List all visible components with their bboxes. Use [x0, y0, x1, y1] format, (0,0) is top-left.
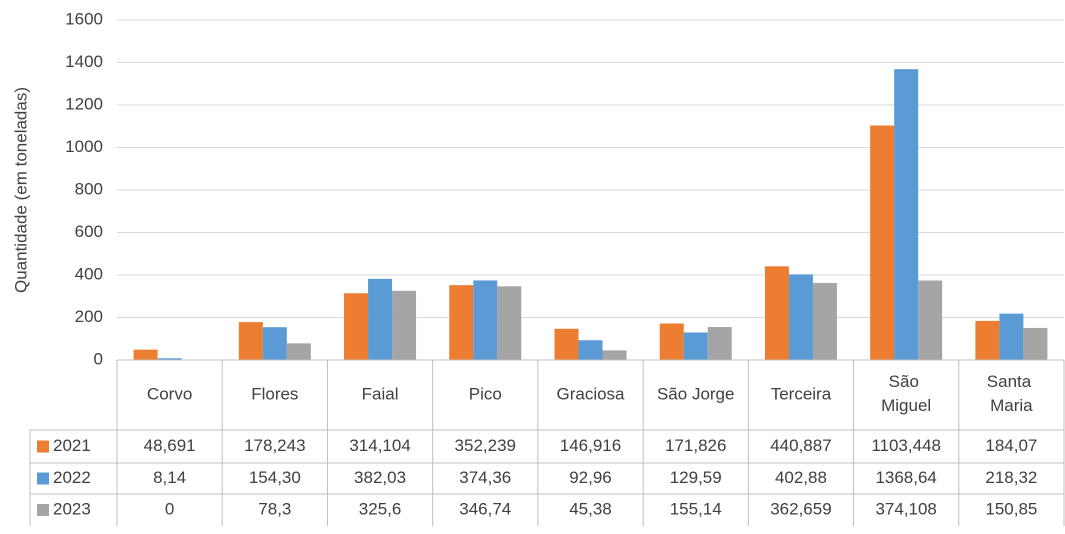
table-value: 218,32	[985, 468, 1037, 487]
table-value: 78,3	[258, 499, 291, 518]
bar	[449, 285, 474, 360]
table-value: 325,6	[359, 499, 402, 518]
bar	[497, 286, 522, 360]
bar	[392, 290, 417, 360]
legend-swatch	[37, 504, 49, 516]
y-tick-label: 1600	[65, 9, 103, 28]
table-value: 374,36	[459, 468, 511, 487]
table-value: 150,85	[985, 499, 1037, 518]
y-tick-label: 600	[75, 222, 103, 241]
bar	[368, 278, 393, 360]
bar	[707, 327, 732, 360]
table-value: 0	[165, 499, 174, 518]
table-value: 146,916	[560, 436, 621, 455]
bar	[812, 282, 837, 360]
legend-swatch	[37, 472, 49, 485]
table-value: 171,826	[665, 436, 726, 455]
bar	[157, 358, 182, 360]
table-value: 155,14	[670, 499, 722, 518]
bar	[788, 274, 813, 360]
bar	[764, 266, 789, 360]
table-value: 346,74	[459, 499, 511, 518]
table-value: 402,88	[775, 468, 827, 487]
y-axis-label: Quantidade (em toneladas)	[11, 87, 30, 293]
table-value: 1368,64	[875, 468, 936, 487]
table-value: 374,108	[875, 499, 936, 518]
table-value: 382,03	[354, 468, 406, 487]
x-category-label: Flores	[251, 384, 298, 403]
bar	[344, 293, 369, 360]
table-value: 48,691	[144, 436, 196, 455]
bar	[578, 340, 603, 360]
y-tick-label: 0	[94, 349, 103, 368]
bar	[918, 280, 943, 360]
table-value: 184,07	[985, 436, 1037, 455]
legend-label: 2022	[53, 468, 91, 487]
table-value: 8,14	[153, 468, 186, 487]
table-value: 362,659	[770, 499, 831, 518]
x-category-label: Faial	[362, 384, 399, 403]
table-value: 154,30	[249, 468, 301, 487]
x-category-label: Corvo	[147, 384, 192, 403]
bar	[894, 69, 919, 360]
bar	[1023, 327, 1048, 360]
x-category-label: Graciosa	[556, 384, 625, 403]
bar	[554, 328, 579, 360]
bar	[262, 327, 287, 360]
x-category-label: Terceira	[771, 384, 832, 403]
y-tick-label: 800	[75, 179, 103, 198]
table-value: 440,887	[770, 436, 831, 455]
bar	[999, 313, 1024, 360]
bar	[473, 280, 498, 360]
table-value: 1103,448	[871, 436, 941, 455]
y-tick-label: 1400	[65, 52, 103, 71]
legend-label: 2021	[53, 436, 91, 455]
bar	[683, 332, 708, 360]
y-tick-label: 1000	[65, 137, 103, 156]
bar	[975, 320, 1000, 360]
y-tick-label: 1200	[65, 94, 103, 113]
x-category-label: Santa Maria	[987, 372, 1036, 415]
table-value: 352,239	[455, 436, 516, 455]
table-value: 45,38	[569, 499, 612, 518]
x-category-label: Pico	[469, 384, 502, 403]
y-tick-label: 200	[75, 307, 103, 326]
bar	[602, 350, 627, 360]
legend-swatch	[37, 440, 49, 453]
bar	[238, 322, 263, 360]
bar	[286, 343, 311, 360]
table-value: 178,243	[244, 436, 305, 455]
y-tick-label: 400	[75, 264, 103, 283]
table-value: 92,96	[569, 468, 612, 487]
table-value: 129,59	[670, 468, 722, 487]
x-category-label: São Miguel	[881, 372, 931, 415]
x-category-label: São Jorge	[657, 384, 735, 403]
bar	[659, 323, 684, 360]
bar	[133, 349, 158, 360]
table-value: 314,104	[349, 436, 410, 455]
legend-label: 2023	[53, 499, 91, 518]
bar	[870, 125, 895, 360]
